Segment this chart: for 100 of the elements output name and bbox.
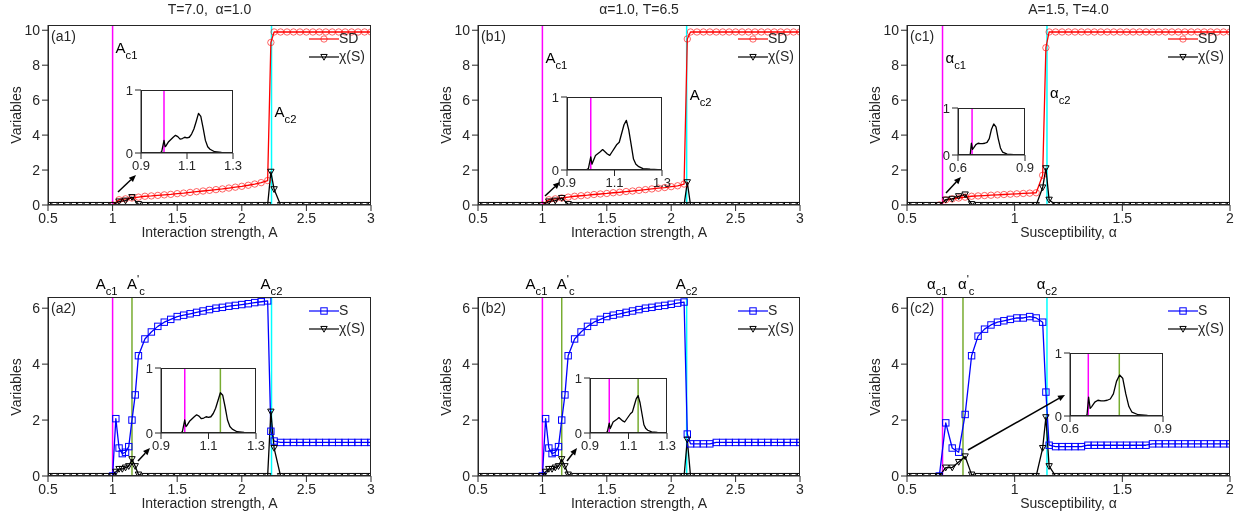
legend-label: S	[767, 302, 778, 318]
y-tick-label: 6	[891, 92, 900, 109]
x-tick-label: 1.5	[1112, 480, 1133, 497]
y-axis-title: Variables	[867, 86, 883, 144]
ref-line-label: A$_{c1}$	[545, 49, 568, 71]
y-tick-label: 4	[462, 356, 471, 373]
x-tick-label: 1.5	[1112, 209, 1133, 226]
y-axis-title: Variables	[8, 86, 24, 144]
x-tick-label: 1	[1010, 209, 1019, 226]
y-tick-label: 8	[32, 57, 41, 74]
x-tick-label: 1	[108, 209, 117, 226]
x-tick-label: 0.9	[131, 158, 151, 174]
x-tick-label: 1.1	[177, 158, 197, 174]
x-tick-label: 2	[667, 480, 676, 497]
x-tick-label: 2	[1226, 209, 1235, 226]
x-tick-label: 2.5	[725, 480, 746, 497]
x-tick-label: 3	[796, 480, 805, 497]
y-axis-title: Variables	[438, 86, 454, 144]
chart-title: A=1.5, T=4.0	[1027, 1, 1110, 17]
x-axis-title: Susceptibility, α	[1019, 495, 1118, 511]
y-tick-label: 0	[32, 196, 41, 213]
x-tick-label: 1.5	[167, 209, 188, 226]
annotation: (c1)	[910, 28, 935, 44]
y-tick-label: 4	[462, 127, 471, 144]
legend-label: S	[338, 302, 349, 318]
x-tick-label: 0.6	[1060, 421, 1080, 437]
annotation: (b1)	[481, 28, 506, 44]
ref-line-label: α$_{c1}$	[926, 275, 948, 297]
x-tick-label: 0.5	[468, 209, 488, 226]
y-tick-label: 0	[1054, 408, 1062, 424]
y-tick-label: 0	[32, 467, 41, 484]
x-tick-label: 1.3	[246, 438, 266, 454]
x-axis-title: Interaction strength, A	[140, 224, 279, 240]
ref-line-label: α$_{c2}$	[1049, 84, 1071, 106]
y-tick-label: 0	[891, 467, 900, 484]
y-tick-label: 0	[125, 145, 133, 161]
x-tick-label: 3	[367, 480, 376, 497]
x-tick-label: 1	[538, 209, 547, 226]
legend-label: SD	[1197, 30, 1218, 46]
x-tick-label: 1	[108, 480, 117, 497]
x-axis-title: Susceptibility, α	[1019, 224, 1118, 240]
y-tick-label: 6	[462, 300, 471, 317]
y-tick-label: 10	[883, 22, 900, 39]
x-tick-label: 2	[237, 209, 246, 226]
y-tick-label: 6	[32, 300, 41, 317]
y-tick-label: 0	[551, 162, 559, 178]
legend-label: χ(S)	[767, 320, 794, 336]
ref-line-label: α$_{c1}$	[945, 49, 967, 71]
ref-line-label: A$_{c2}$	[675, 275, 698, 297]
annotation: (a2)	[51, 300, 76, 316]
legend-label: χ(S)	[767, 48, 794, 64]
annotation: (c2)	[910, 300, 935, 316]
y-tick-label: 6	[462, 92, 471, 109]
x-tick-label: 3	[367, 209, 376, 226]
legend-label: χ(S)	[338, 48, 365, 64]
x-tick-label: 1.5	[597, 480, 617, 497]
x-tick-label: 2	[667, 209, 676, 226]
x-axis-title: Interaction strength, A	[569, 495, 709, 511]
x-axis-title: Interaction strength, A	[140, 495, 279, 511]
x-tick-label: 1.3	[657, 438, 677, 454]
y-tick-label: 10	[24, 22, 41, 39]
y-tick-label: 0	[891, 196, 900, 213]
x-tick-label: 0.9	[580, 438, 600, 454]
legend-label: χ(S)	[1197, 320, 1224, 336]
y-axis-title: Variables	[438, 357, 454, 416]
x-tick-label: 0.5	[38, 209, 58, 226]
ref-line-label: A$_{c1}$	[115, 39, 138, 61]
ref-line-label: A$_{c2}$	[274, 103, 297, 125]
legend-label: SD	[338, 30, 359, 46]
y-axis-title: Variables	[8, 357, 24, 416]
legend-label: S	[1197, 302, 1208, 318]
y-tick-label: 4	[32, 356, 41, 373]
y-tick-label: 0	[462, 467, 471, 484]
annotation: (b2)	[481, 300, 506, 316]
x-tick-label: 2	[1226, 480, 1235, 497]
x-tick-label: 1.5	[597, 209, 617, 226]
x-tick-label: 2	[237, 480, 246, 497]
annotation: (a1)	[51, 28, 76, 44]
x-tick-label: 3	[796, 209, 805, 226]
x-tick-label: 0.9	[557, 175, 577, 191]
y-tick-label: 8	[891, 57, 900, 74]
y-tick-label: 4	[891, 356, 900, 373]
x-tick-label: 1.1	[199, 438, 218, 454]
x-tick-label: 0.5	[38, 480, 58, 497]
x-axis-title: Interaction strength, A	[569, 224, 709, 240]
x-tick-label: 2.5	[725, 209, 746, 226]
legend-label: SD	[767, 30, 788, 46]
ref-line-label: α$_{c2}$	[1036, 275, 1058, 297]
x-tick-label: 2.5	[296, 209, 317, 226]
x-tick-label: 1.3	[652, 175, 672, 191]
x-tick-label: 1.1	[619, 438, 638, 454]
x-tick-label: 1	[1010, 480, 1019, 497]
y-tick-label: 8	[462, 57, 471, 74]
x-tick-label: 0.5	[897, 480, 917, 497]
y-tick-label: 4	[891, 127, 900, 144]
y-tick-label: 0	[942, 147, 950, 163]
legend-label: χ(S)	[338, 320, 365, 336]
x-tick-label: 1.5	[167, 480, 188, 497]
x-tick-label: 0.5	[468, 480, 488, 497]
y-tick-label: 4	[32, 127, 41, 144]
